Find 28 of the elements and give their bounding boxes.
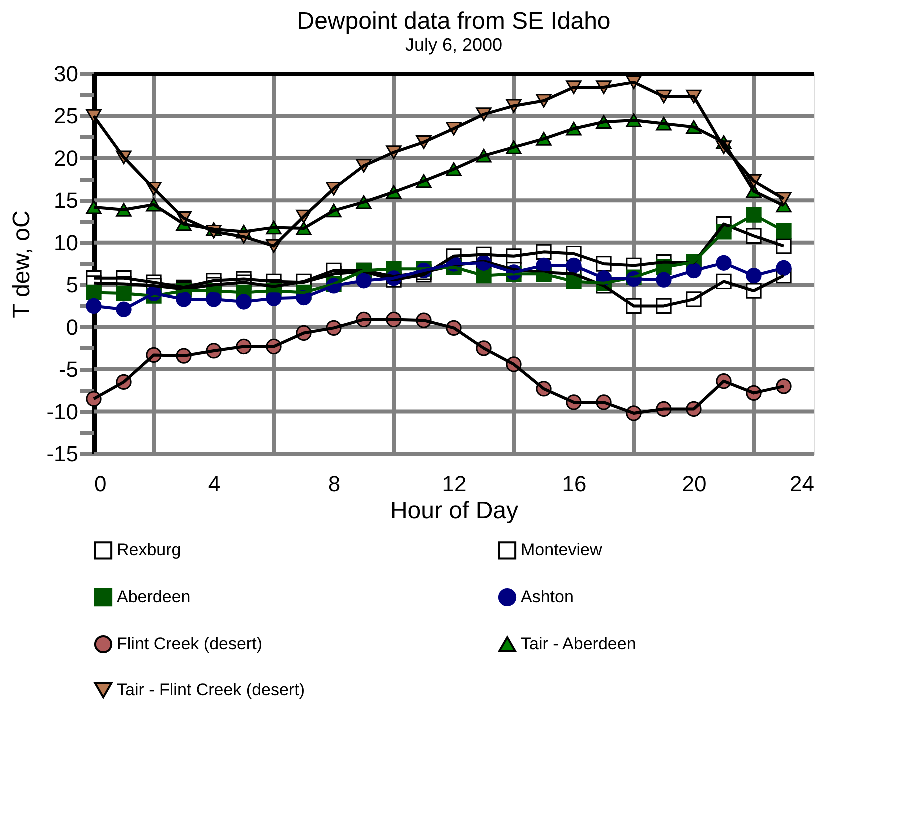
legend-label: Ashton (521, 588, 574, 606)
y-tick-label: -15 (46, 442, 78, 466)
x-tick-label: 12 (442, 472, 467, 496)
legend-label: Rexburg (117, 540, 182, 560)
y-tick-label: 30 (54, 62, 78, 86)
y-tick-label: -5 (58, 357, 78, 382)
y-tick-label: 20 (54, 146, 78, 171)
x-tick-label: 8 (328, 472, 341, 496)
y-tick-label: 5 (66, 272, 78, 298)
x-axis-title: Hour of Day (390, 498, 519, 524)
x-tick-label: 24 (790, 472, 814, 496)
y-axis-title: T dew, oC (8, 210, 36, 318)
x-tick-label: 0 (94, 472, 107, 496)
x-tick-label: 16 (562, 472, 587, 496)
chart-subtitle: July 6, 2000 (405, 35, 503, 55)
y-tick-label: -10 (46, 399, 78, 424)
y-tick-label: 15 (54, 188, 78, 214)
legend-label: Tair - Aberdeen (521, 634, 636, 654)
y-tick-label: 0 (66, 314, 78, 340)
x-tick-label: 4 (208, 472, 221, 496)
legend-label: Tair - Flint Creek (desert) (117, 680, 305, 700)
y-tick-label: 10 (54, 230, 78, 256)
y-tick-label: 25 (54, 104, 78, 129)
chart-title: Dewpoint data from SE Idaho (297, 8, 611, 35)
legend-label: Aberdeen (117, 588, 191, 606)
legend-label: Flint Creek (desert) (117, 634, 262, 654)
x-tick-label: 20 (682, 472, 707, 496)
legend-label: Monteview (521, 540, 603, 560)
